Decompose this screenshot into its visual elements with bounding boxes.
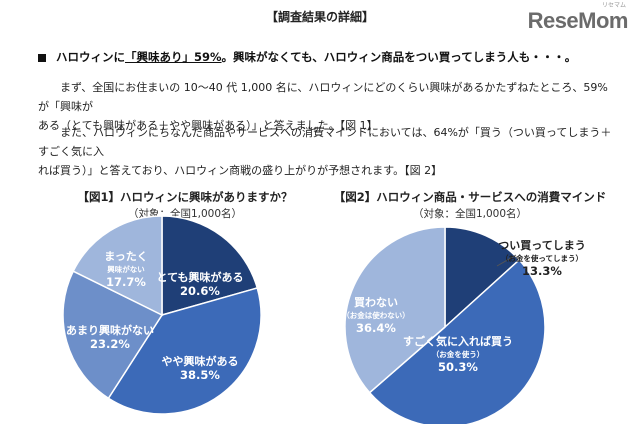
chart2-slice-1-sub-label: （お金を使ってしまう） xyxy=(501,253,583,263)
chart2-slice-3 xyxy=(344,226,446,394)
headline: ハロウィンに「興味あり」59%。興味がなくても、ハロウィン商品をつい買ってしまう… xyxy=(38,49,576,65)
chart2-slice-1-value: 13.3% xyxy=(522,264,562,278)
chart1-slice-1-value: 20.6% xyxy=(180,284,220,298)
paragraph-1: まず、全国にお住まいの 10～40 代 1,000 名に、ハロウィンにどのくらい… xyxy=(38,78,613,135)
figure-2-subtitle: （対象：全国1,000名） xyxy=(412,208,528,220)
chart2-slice-2-label: すごく気に入れば買う xyxy=(403,334,513,348)
chart1-slice-4-label: まったく xyxy=(104,250,148,263)
paragraph-2-line-2: れば買う）」と答えており、ハロウィン商戦の盛り上がりが予想されます。【図 2】 xyxy=(38,164,443,177)
resemom-logo: ReseMom xyxy=(527,8,629,33)
chart1-slice-4-sub-label: 興味がない xyxy=(107,264,145,274)
chart2-slice-2 xyxy=(368,258,546,424)
chart2-slice-2-value: 50.3% xyxy=(438,360,478,374)
chart1-slice-2-label: やや興味がある xyxy=(162,354,239,368)
chart2-slice-1 xyxy=(444,226,521,329)
headline-prefix: ハロウィンに xyxy=(56,50,125,64)
section-title: 【調査結果の詳細】 xyxy=(265,10,374,24)
paragraph-2-line-1: また、ハロウィンにちなんだ商品やサービスへの消費マインドにおいては、64%が「買… xyxy=(38,126,612,158)
paragraph-2: また、ハロウィンにちなんだ商品やサービスへの消費マインドにおいては、64%が「買… xyxy=(38,123,613,180)
chart2-leader-line-1 xyxy=(496,254,517,267)
headline-emphasis: 「興味あり」59% xyxy=(125,50,222,64)
headline-suffix: 。興味がなくても、ハロウィン商品をつい買ってしまう人も・・・。 xyxy=(221,50,577,64)
chart2-slice-1-label: つい買ってしまう xyxy=(498,239,585,252)
chart2-slice-2-sub-label: （お金を使う） xyxy=(432,349,485,359)
chart1-slice-1 xyxy=(161,215,259,316)
chart1-slice-4 xyxy=(72,215,163,317)
chart2-slice-3-value: 36.4% xyxy=(356,321,396,335)
chart1-slice-2 xyxy=(107,287,262,415)
logo-subtitle: リセマム xyxy=(601,2,626,9)
chart1-slice-2-value: 38.5% xyxy=(180,368,220,382)
chart1-slice-1-label: とても興味がある xyxy=(156,270,243,284)
paragraph-1-line-1: まず、全国にお住まいの 10～40 代 1,000 名に、ハロウィンにどのくらい… xyxy=(38,81,608,113)
chart2-slice-3-label: 買わない xyxy=(354,296,398,309)
chart1-slice-3-value: 23.2% xyxy=(90,337,130,351)
paragraph-1-line-2: ある（とても興味がある＋やや興味がある）」と答えました。【図 1】 xyxy=(38,119,378,132)
figure-1-title: 【図1】ハロウィンに興味がありますか？ xyxy=(77,190,293,204)
chart1-slice-4-value: 17.7% xyxy=(106,275,146,289)
figure-2-title: 【図2】ハロウィン商品・サービスへの消費マインド xyxy=(333,190,607,204)
square-bullet-icon xyxy=(38,53,46,62)
chart1-slice-3-label: あまり興味がない xyxy=(66,323,154,337)
chart2-slice-3-sub-label: （お金は使わない） xyxy=(342,310,410,320)
